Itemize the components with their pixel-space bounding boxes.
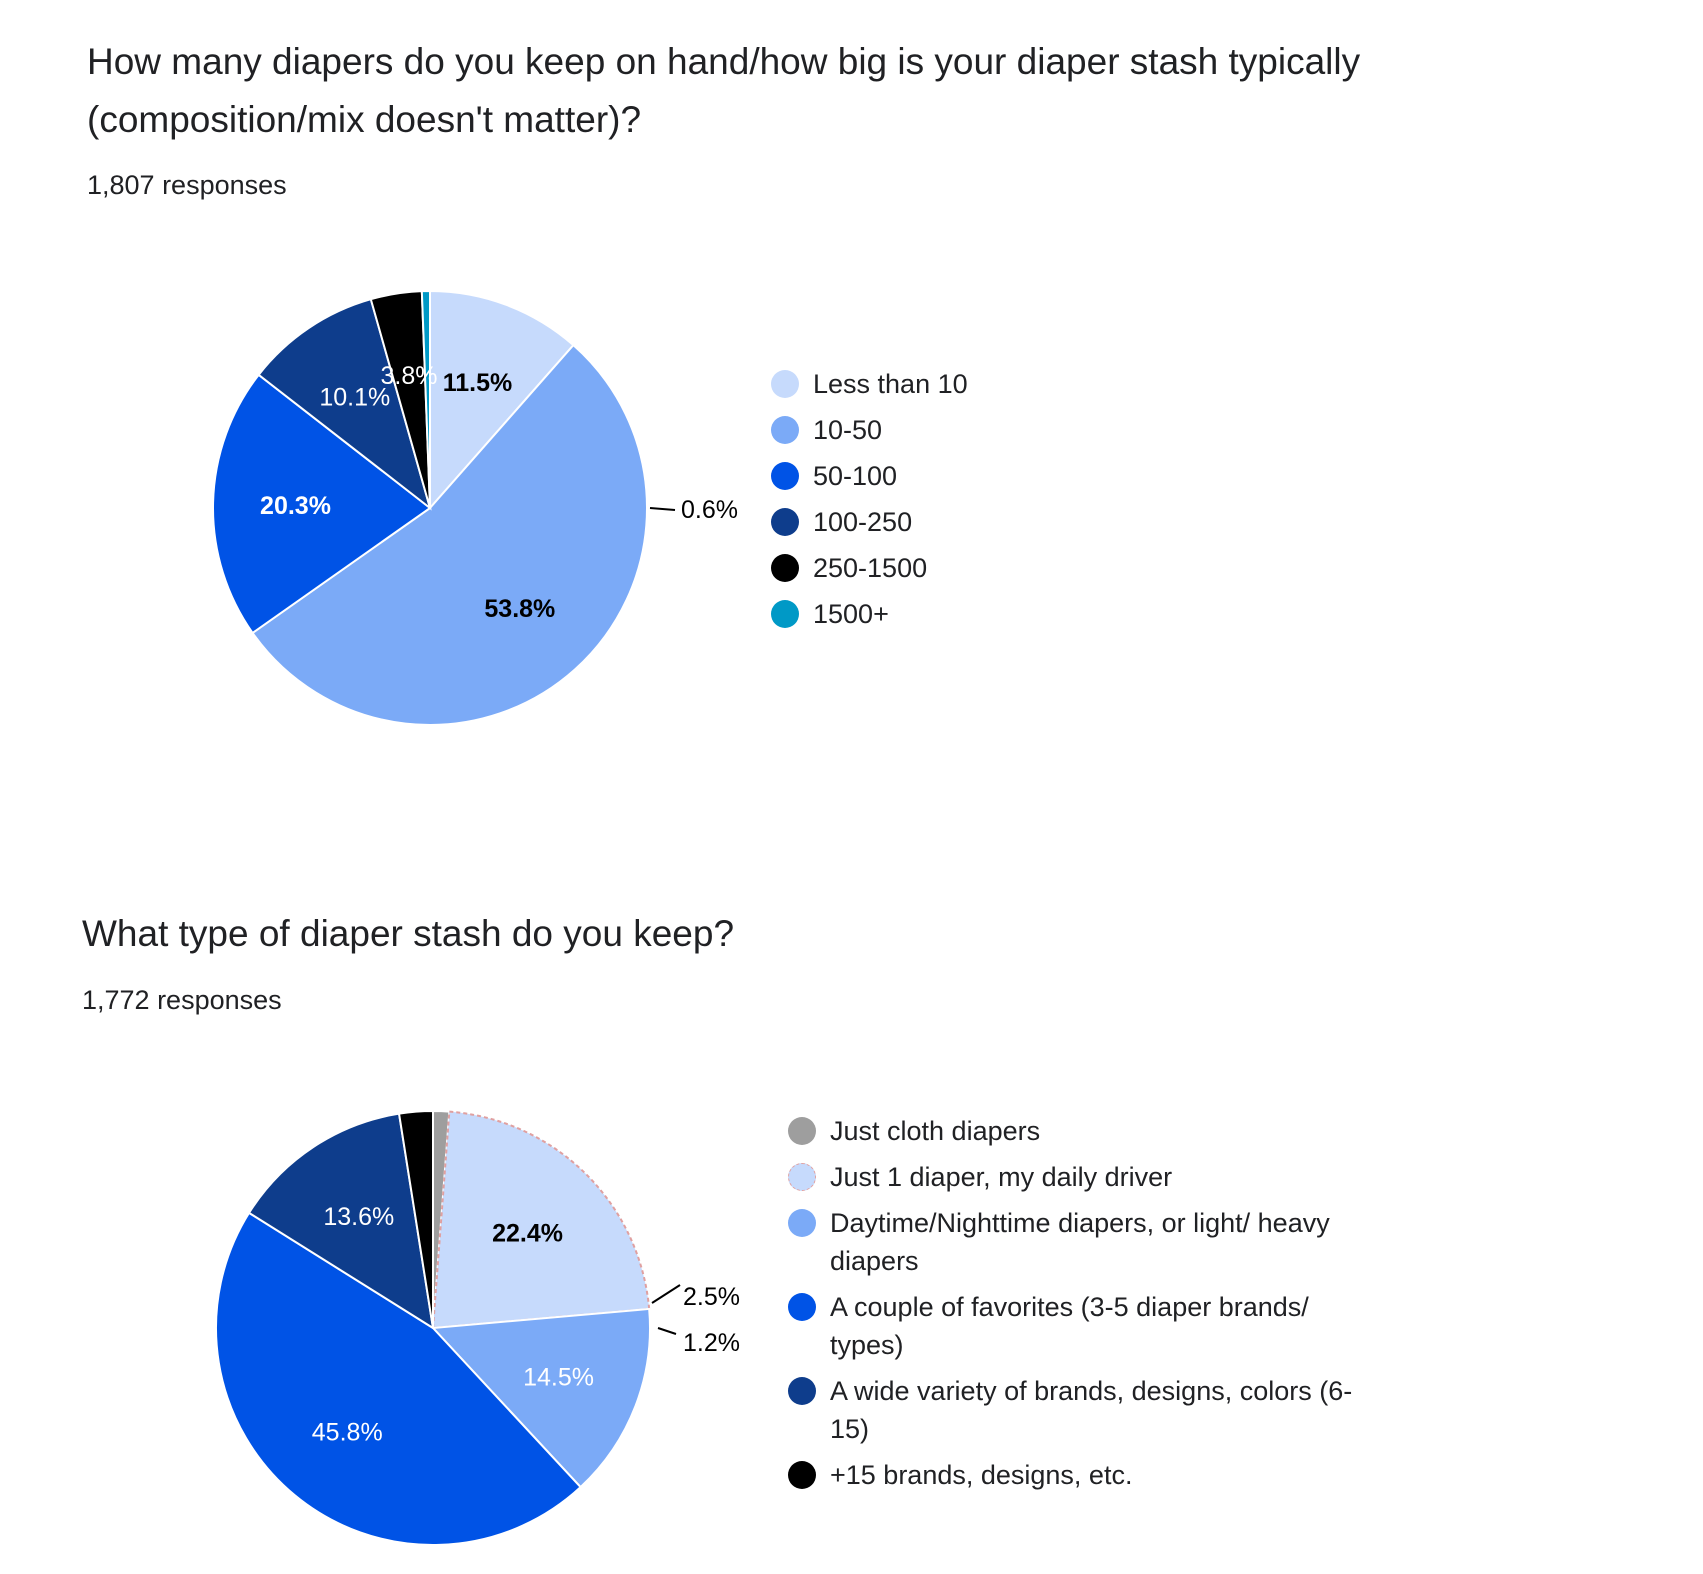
pie-slice (397, 1109, 434, 1329)
pie-slice-label: 53.8% (484, 595, 555, 623)
legend-label: 50-100 (813, 461, 898, 491)
legend-label: 1500+ (813, 599, 889, 629)
legend-item: 10-50 (771, 411, 968, 449)
legend-swatch (788, 1163, 816, 1191)
pie-leader-line (649, 507, 676, 511)
legend-swatch (788, 1293, 816, 1321)
legend-label: A wide variety of brands, designs, color… (830, 1376, 1353, 1444)
legend-item: A couple of favorites (3-5 diaper brands… (788, 1288, 1388, 1364)
response-count: 1,772 responses (82, 985, 282, 1015)
legend-swatch (771, 416, 799, 444)
pie-slice (429, 289, 575, 511)
survey-card-1: How many diapers do you keep on hand/how… (87, 41, 1361, 726)
legend-item: 100-250 (771, 503, 968, 541)
legend-label: Just cloth diapers (830, 1116, 1041, 1146)
legend-swatch (771, 462, 799, 490)
pie-slice-label: 45.8% (312, 1419, 383, 1447)
question-title: How many diapers do you keep on hand/how… (87, 41, 1361, 140)
pie-chart: 11.5% 53.8% 20.3% 10.1%3.8% 0.6% (212, 289, 738, 726)
response-count: 1,807 responses (87, 170, 287, 200)
legend-swatch (788, 1461, 816, 1489)
pie-slice-label: 20.3% (260, 492, 331, 520)
legend-item: 250-1500 (771, 549, 968, 587)
pie-leader-line (651, 1284, 681, 1304)
legend-swatch (788, 1117, 816, 1145)
question-title: What type of diaper stash do you keep? (82, 913, 735, 954)
chart-legend: Less than 10 10-50 50-100 100-250 250-1500 15… (771, 365, 968, 641)
pie-slice-label: 11.5% (443, 369, 513, 397)
legend-label: Less than 10 (813, 369, 968, 399)
pie-slice (247, 1112, 435, 1331)
pie-slice (430, 1307, 651, 1489)
legend-label: Daytime/Nighttime diapers, or light/ hea… (830, 1208, 1330, 1276)
pie-slice (212, 373, 432, 635)
legend-swatch (771, 600, 799, 628)
survey-card-2: What type of diaper stash do you keep? 1… (0, 860, 1703, 1574)
pie-slice-label: 13.6% (323, 1203, 394, 1231)
legend-label: 100-250 (813, 507, 913, 537)
pie-slice-label: 22.4% (492, 1219, 563, 1247)
legend-swatch (788, 1209, 816, 1237)
pie-slice-label: 10.1% (319, 383, 390, 411)
legend-swatch (788, 1377, 816, 1405)
legend-item: 1500+ (771, 595, 968, 633)
pie-slice (431, 1110, 651, 1330)
legend-label: 250-1500 (813, 553, 928, 583)
legend-item: 50-100 (771, 457, 968, 495)
pie-slice (257, 297, 432, 511)
legend-label: A couple of favorites (3-5 diaper brands… (830, 1292, 1309, 1360)
legend-item: Just 1 diaper, my daily driver (788, 1158, 1388, 1196)
legend-item: A wide variety of brands, designs, color… (788, 1372, 1388, 1448)
pie-slice-label: 1.2% (683, 1329, 740, 1357)
legend-item: Less than 10 (771, 365, 968, 403)
pie-slice-label: 14.5% (523, 1363, 594, 1391)
pie-slice (251, 343, 648, 726)
pie-chart: 1.2% 22.4% 14.5% 45.8% 13.6% 2.5% (215, 1109, 740, 1546)
pie-slice (420, 289, 431, 509)
pie-slice (215, 1211, 582, 1546)
legend-swatch (771, 370, 799, 398)
legend-label: Just 1 diaper, my daily driver (830, 1162, 1173, 1192)
pie-leader-line (657, 1327, 677, 1335)
pie-slice-label: 3.8% (380, 362, 437, 390)
legend-swatch (771, 508, 799, 536)
legend-item: +15 brands, designs, etc. (788, 1456, 1388, 1494)
pie-slice-label: 0.6% (681, 496, 738, 524)
legend-item: Daytime/Nighttime diapers, or light/ hea… (788, 1204, 1388, 1280)
legend-item: Just cloth diapers (788, 1112, 1388, 1150)
chart-legend: Just cloth diapers Just 1 diaper, my dail… (788, 1112, 1388, 1502)
legend-label: 10-50 (813, 415, 883, 445)
legend-label: +15 brands, designs, etc. (830, 1460, 1133, 1490)
pie-slice-label: 2.5% (683, 1283, 740, 1311)
legend-swatch (771, 554, 799, 582)
